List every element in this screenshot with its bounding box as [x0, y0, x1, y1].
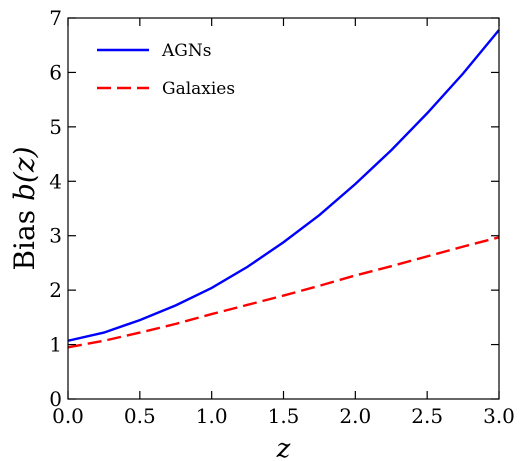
- series-layer: [67, 29, 500, 349]
- x-tick-label: 3.0: [483, 404, 515, 428]
- y-axis-title-prefix: Bias: [8, 201, 41, 271]
- y-tick-label: 3: [49, 224, 62, 248]
- y-tick-label: 0: [49, 387, 62, 411]
- x-tick-label: 2.0: [339, 404, 371, 428]
- y-tick-label: 1: [49, 333, 62, 357]
- x-tick-label: 0.5: [124, 404, 156, 428]
- ticks-layer: 0.0 0.5 1.0 1.5 2.0 2.5 3.0 0 1 2 3 4 5 6 7: [49, 6, 515, 428]
- legend: AGNs Galaxies: [97, 41, 235, 99]
- y-axis-title: Bias b(z): [8, 146, 41, 270]
- x-tick-label: 0.0: [52, 404, 84, 428]
- legend-label-galaxies: Galaxies: [162, 79, 235, 99]
- series-line-galaxies: [67, 236, 500, 349]
- y-axis-title-math: b(z): [8, 146, 41, 201]
- y-tick-label: 6: [49, 60, 62, 84]
- y-tick-label: 7: [49, 6, 62, 30]
- x-tick-label: 2.5: [411, 404, 443, 428]
- x-tick-label: 1.5: [268, 404, 300, 428]
- plot-frame: [67, 17, 500, 400]
- y-tick-label: 5: [49, 115, 62, 139]
- x-tick-label: 1.0: [196, 404, 228, 428]
- series-line-agns: [67, 29, 500, 342]
- y-tick-label: 4: [49, 169, 62, 193]
- y-tick-label: 2: [49, 278, 62, 302]
- legend-label-agns: AGNs: [161, 41, 211, 61]
- x-axis-title: z: [276, 434, 291, 461]
